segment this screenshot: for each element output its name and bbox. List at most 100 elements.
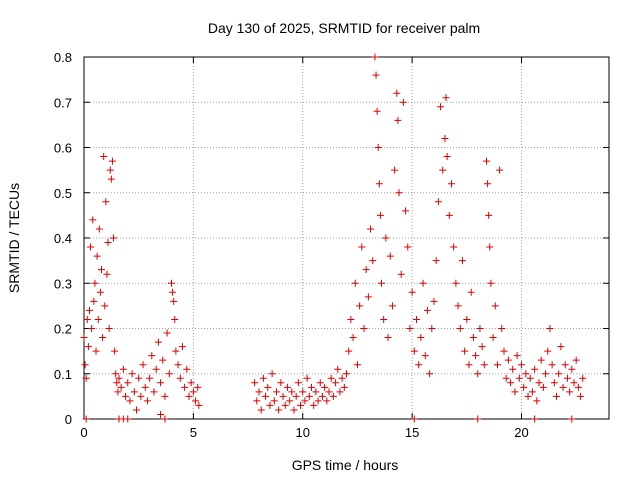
data-point: [568, 365, 576, 373]
y-axis-label: SRMTID / TECUs: [6, 183, 22, 293]
data-point: [374, 144, 382, 151]
data-point: [257, 406, 265, 414]
data-point: [279, 392, 287, 400]
data-point: [111, 347, 119, 355]
data-point: [327, 374, 335, 382]
data-point: [500, 347, 508, 355]
data-point: [336, 388, 344, 396]
data-point: [515, 374, 523, 382]
data-point: [504, 356, 512, 364]
data-point: [502, 374, 510, 382]
data-point: [124, 415, 132, 423]
data-point: [417, 334, 425, 342]
data-point: [456, 325, 464, 332]
data-point: [178, 343, 186, 351]
data-point: [461, 347, 469, 355]
data-point: [542, 370, 550, 378]
data-point: [463, 315, 471, 323]
data-point: [557, 343, 565, 351]
data-point: [452, 279, 460, 287]
data-point: [404, 243, 412, 251]
data-point: [99, 334, 107, 342]
data-point: [430, 297, 438, 305]
data-point: [189, 388, 197, 396]
data-point: [382, 234, 390, 242]
y-tick-label: 0.6: [54, 141, 72, 156]
data-point: [90, 297, 98, 305]
data-point: [150, 388, 158, 396]
y-tick-label: 0.5: [54, 186, 72, 201]
data-point: [493, 361, 501, 369]
data-point: [340, 383, 348, 391]
data-point: [487, 279, 495, 287]
data-point: [283, 383, 291, 391]
data-point: [194, 383, 202, 391]
data-point: [146, 374, 154, 382]
data-point: [124, 379, 132, 387]
data-point: [465, 361, 473, 369]
data-point: [301, 397, 309, 405]
data-point: [297, 401, 305, 409]
data-point: [347, 315, 355, 323]
data-point: [391, 166, 399, 174]
data-point: [168, 279, 175, 287]
data-point: [484, 180, 492, 188]
data-point: [308, 383, 315, 391]
data-point: [375, 180, 383, 188]
data-point: [423, 306, 431, 314]
data-point: [406, 325, 414, 332]
data-point: [292, 392, 300, 400]
data-point: [176, 374, 184, 382]
data-point: [472, 352, 480, 360]
data-point: [369, 257, 377, 265]
data-point: [92, 347, 100, 355]
data-point: [410, 415, 418, 423]
data-point: [104, 239, 112, 247]
data-point: [103, 270, 111, 278]
data-point: [509, 365, 517, 373]
y-tick-label: 0.2: [54, 322, 72, 337]
data-point: [345, 347, 353, 355]
data-point: [399, 98, 407, 106]
data-point: [563, 374, 571, 382]
data-point: [421, 352, 429, 360]
data-point: [139, 361, 147, 369]
data-point: [402, 207, 410, 215]
data-point: [376, 211, 384, 219]
data-point: [349, 334, 357, 342]
data-point: [491, 302, 499, 310]
data-point: [314, 397, 322, 405]
data-point: [277, 379, 285, 387]
data-point: [101, 302, 109, 310]
data-point: [318, 392, 326, 400]
data-point: [262, 392, 270, 400]
x-tick-label: 10: [296, 425, 310, 440]
data-point: [117, 383, 125, 391]
data-point: [467, 288, 475, 296]
data-point: [122, 392, 130, 400]
data-points: [80, 53, 587, 423]
data-point: [531, 415, 539, 423]
data-point: [332, 379, 340, 387]
data-point: [528, 388, 536, 396]
data-point: [154, 338, 162, 346]
data-point: [114, 388, 122, 396]
data-point: [299, 388, 307, 396]
data-point: [413, 315, 420, 323]
data-point: [513, 352, 521, 360]
data-point: [288, 388, 296, 396]
data-point: [496, 166, 504, 174]
data-point: [553, 392, 560, 400]
data-point: [159, 356, 167, 364]
data-point: [469, 334, 477, 342]
data-point: [432, 257, 440, 265]
data-point: [172, 347, 180, 355]
y-tick-label: 0.7: [54, 95, 72, 110]
data-point: [107, 175, 115, 183]
data-point: [474, 415, 482, 423]
data-point: [93, 252, 101, 260]
data-point: [548, 361, 556, 369]
data-point: [367, 225, 375, 233]
data-point: [264, 383, 272, 391]
